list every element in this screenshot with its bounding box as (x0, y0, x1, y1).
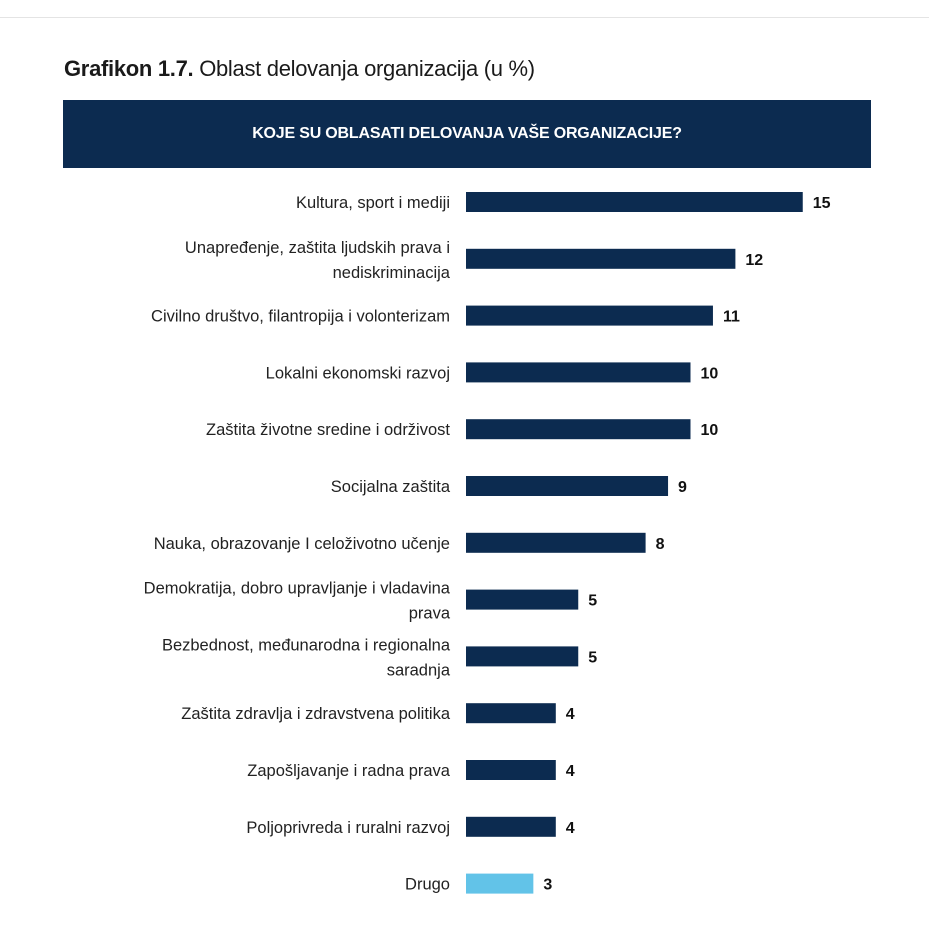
category-label: saradnja (387, 661, 451, 679)
category-label: Zaštita zdravlja i zdravstvena politika (181, 705, 451, 723)
category-label: Nauka, obrazovanje I celoživotno učenje (154, 535, 450, 553)
data-label: 12 (745, 252, 763, 269)
category-label: prava (409, 605, 451, 623)
bar (466, 305, 713, 326)
chart-title: Grafikon 1.7. Oblast delovanja organizac… (64, 56, 535, 82)
category-label: Demokratija, dobro upravljanje i vladavi… (144, 580, 451, 598)
category-label: Lokalni ekonomski razvoj (266, 364, 450, 382)
category-label: Civilno društvo, filantropija i volonter… (151, 308, 450, 326)
bar (466, 816, 556, 837)
data-label: 4 (566, 763, 575, 780)
bar (466, 760, 556, 780)
category-label: Unapređenje, zaštita ljudskih prava i (185, 239, 450, 257)
data-label: 9 (678, 479, 687, 496)
category-label: Kultura, sport i mediji (296, 194, 450, 212)
data-label: 11 (723, 309, 740, 326)
category-label: Zapošljavanje i radna prava (247, 762, 451, 780)
question-text: KOJE SU OBLASATI DELOVANJA VAŠE ORGANIZA… (252, 125, 682, 142)
bar (466, 362, 691, 383)
bar (466, 192, 803, 212)
data-label: 3 (543, 877, 552, 894)
bar (466, 703, 556, 724)
data-label: 5 (588, 593, 597, 610)
category-label: Drugo (405, 876, 450, 894)
category-label: Bezbednost, međunarodna i regionalna (162, 636, 451, 654)
bar (466, 532, 646, 553)
data-label: 10 (701, 365, 719, 382)
bar (466, 476, 669, 496)
data-label: 8 (656, 536, 665, 553)
data-label: 10 (701, 422, 719, 439)
data-label: 4 (566, 706, 575, 723)
bar (466, 589, 579, 610)
bar (466, 419, 691, 440)
bar (466, 873, 534, 894)
top-divider (0, 17, 929, 18)
data-label: 5 (588, 649, 597, 666)
question-banner: KOJE SU OBLASATI DELOVANJA VAŠE ORGANIZA… (63, 100, 871, 168)
category-label: Poljoprivreda i ruralni razvoj (246, 819, 450, 837)
data-label: 4 (566, 820, 575, 837)
category-label: Zaštita životne sredine i održivost (206, 421, 450, 439)
category-label: Socijalna zaštita (331, 478, 451, 496)
bar (466, 248, 736, 269)
chart-title-text: Oblast delovanja organizacija (u %) (199, 56, 535, 81)
data-label: 15 (813, 195, 831, 212)
bar (466, 646, 579, 667)
chart-title-prefix: Grafikon 1.7. (64, 56, 194, 81)
category-label: nediskriminacija (333, 264, 451, 282)
